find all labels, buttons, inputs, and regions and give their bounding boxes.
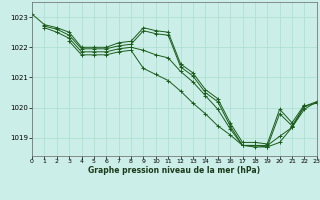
X-axis label: Graphe pression niveau de la mer (hPa): Graphe pression niveau de la mer (hPa) (88, 166, 260, 175)
